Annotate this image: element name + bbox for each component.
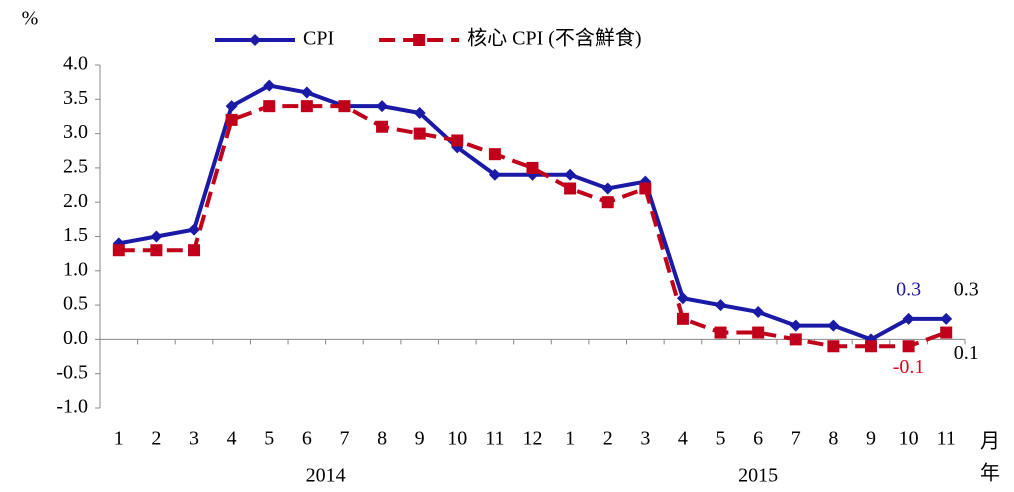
x-tick-label: 1 <box>114 428 124 450</box>
data-label: 0.1 <box>954 342 979 364</box>
point <box>940 326 953 339</box>
y-tick-label: -0.5 <box>56 361 88 383</box>
x-tick-label: 4 <box>678 428 688 450</box>
point <box>789 319 802 332</box>
point <box>714 299 727 312</box>
x-tick-label: 11 <box>937 428 956 450</box>
point <box>902 340 915 353</box>
x-tick-label: 3 <box>189 428 199 450</box>
point <box>413 107 426 120</box>
point <box>902 312 915 325</box>
point <box>752 326 765 339</box>
point <box>263 100 276 113</box>
y-tick-label: 2.5 <box>63 155 88 177</box>
point <box>564 168 577 181</box>
x-tick-label: 11 <box>485 428 504 450</box>
point <box>376 120 389 133</box>
series-line <box>118 104 947 349</box>
x-tick-label: 7 <box>791 428 801 450</box>
point <box>488 168 501 181</box>
x-axis-label: 月 <box>980 431 1000 453</box>
y-tick-label: 2.0 <box>63 190 88 212</box>
y-tick-label: 3.5 <box>63 87 88 109</box>
point <box>526 161 539 174</box>
x-tick-label: 6 <box>753 428 763 450</box>
legend-marker <box>413 34 426 46</box>
data-label: 0.3 <box>896 278 921 300</box>
point <box>150 244 163 257</box>
point <box>376 100 389 113</box>
x-tick-label: 3 <box>640 428 650 450</box>
point <box>676 292 689 305</box>
point <box>488 148 501 161</box>
point <box>601 196 614 209</box>
year-label: 2015 <box>738 465 778 487</box>
point <box>150 230 163 243</box>
point <box>752 305 765 318</box>
y-tick-label: 4.0 <box>63 53 88 75</box>
x-tick-label: 2 <box>151 428 161 450</box>
y-tick-label: -1.0 <box>56 396 88 418</box>
legend-marker <box>249 34 261 46</box>
x-axis-label-year: 年 <box>980 462 1000 485</box>
data-label: 0.3 <box>954 278 979 300</box>
data-label: -0.1 <box>893 356 925 378</box>
point <box>300 100 313 113</box>
point <box>300 86 313 99</box>
point <box>639 182 652 195</box>
x-tick-label: 1 <box>565 428 575 450</box>
x-tick-label: 8 <box>377 428 387 450</box>
x-tick-label: 7 <box>339 428 349 450</box>
point <box>188 244 201 257</box>
point <box>263 79 276 92</box>
legend-label: 核心 CPI (不含鮮食) <box>467 27 641 50</box>
y-tick-label: 0.5 <box>63 293 88 315</box>
point <box>601 182 614 195</box>
point <box>451 134 464 147</box>
y-tick-label: 3.0 <box>63 121 88 143</box>
point <box>413 127 426 140</box>
point <box>827 340 840 353</box>
point <box>940 312 953 325</box>
x-tick-label: 12 <box>523 428 543 450</box>
year-label: 2014 <box>306 465 346 487</box>
point <box>714 326 727 339</box>
x-tick-label: 5 <box>264 428 274 450</box>
x-tick-label: 9 <box>415 428 425 450</box>
y-tick-label: 1.0 <box>63 258 88 280</box>
point <box>564 182 577 195</box>
x-tick-label: 8 <box>828 428 838 450</box>
series-line <box>118 83 947 342</box>
point <box>827 319 840 332</box>
x-tick-label: 2 <box>603 428 613 450</box>
y-tick-label: 1.5 <box>63 224 88 246</box>
y-axis-unit: % <box>22 8 39 30</box>
x-tick-label: 9 <box>866 428 876 450</box>
point <box>225 113 238 126</box>
point <box>789 333 802 346</box>
x-tick-label: 6 <box>302 428 312 450</box>
x-tick-label: 10 <box>899 428 919 450</box>
x-tick-label: 5 <box>716 428 726 450</box>
x-tick-label: 4 <box>227 428 237 450</box>
point <box>864 340 877 353</box>
y-tick-label: 0.0 <box>63 327 88 349</box>
point <box>188 223 201 236</box>
point <box>676 312 689 325</box>
legend-label: CPI <box>303 28 334 50</box>
point <box>225 100 238 113</box>
x-tick-label: 10 <box>447 428 467 450</box>
point <box>112 244 125 257</box>
point <box>338 100 351 113</box>
